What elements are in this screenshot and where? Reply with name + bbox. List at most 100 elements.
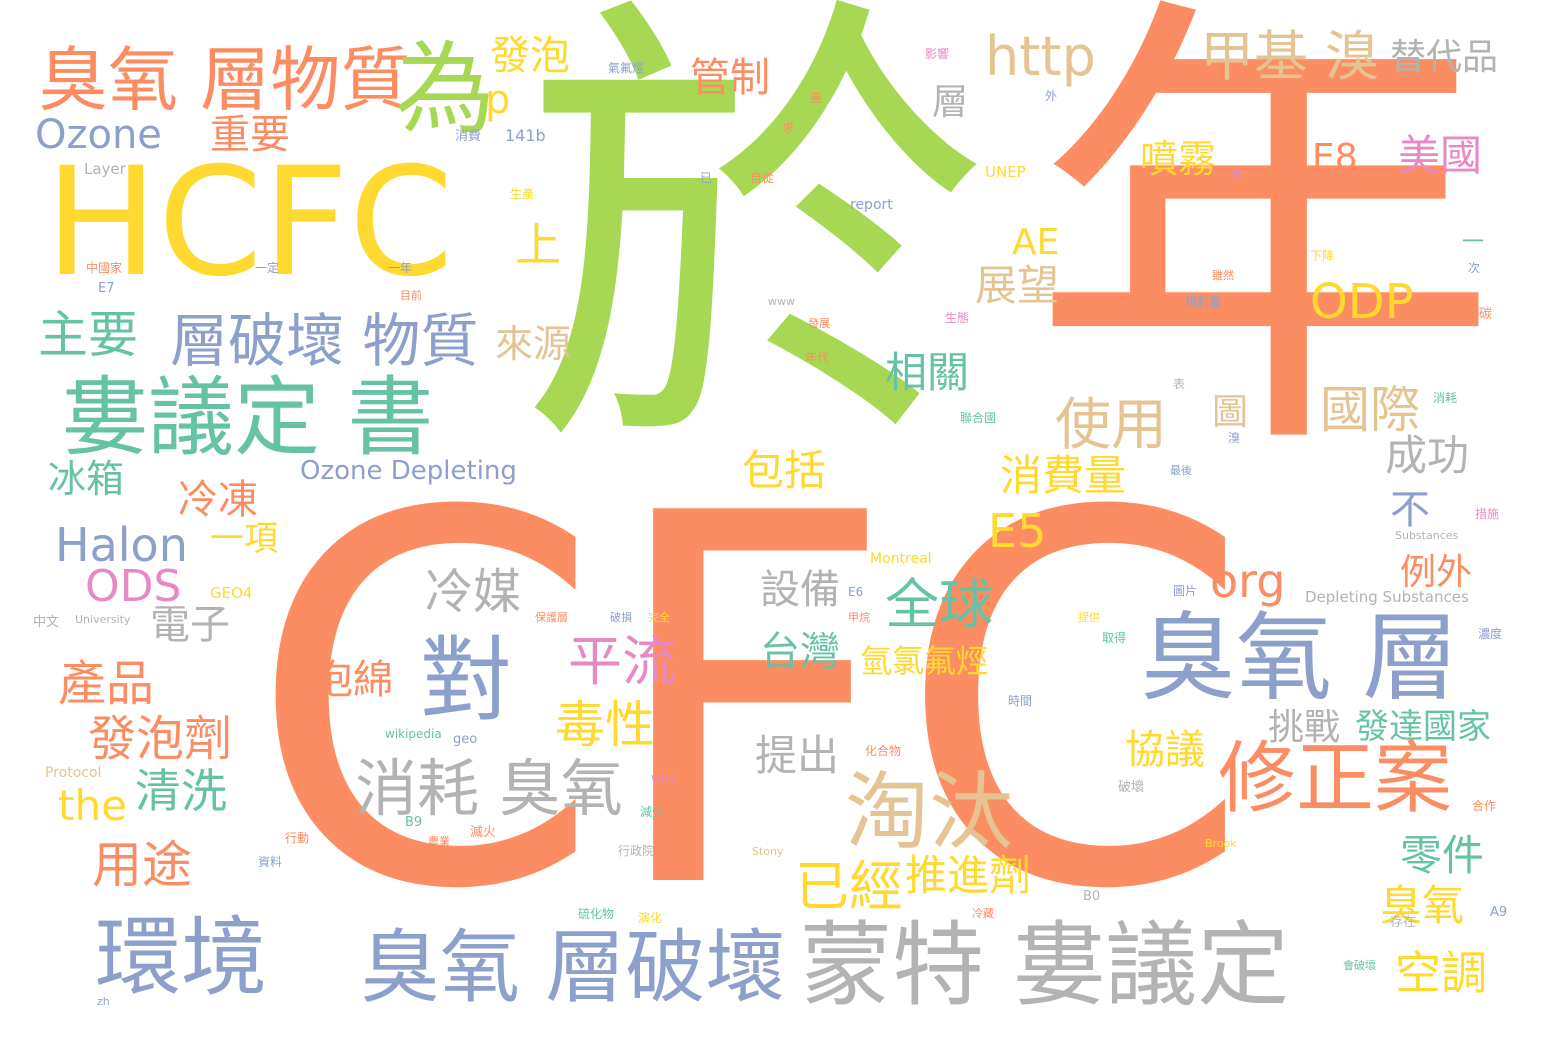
word-wai: 外 xyxy=(1045,89,1058,103)
word-xingzhengyuan: 行政院 xyxy=(618,844,655,858)
word-qifuting: 氣氟烴 xyxy=(608,61,645,75)
word-hcfc: HCFC xyxy=(45,136,454,310)
word-paomian: 泡綿 xyxy=(313,657,393,703)
word-silvhuatan: 四氯化碳 xyxy=(1440,307,1493,322)
word-substances: Substances xyxy=(1395,529,1459,542)
word-shang: 上 xyxy=(515,218,561,272)
word-org: org xyxy=(1210,554,1286,608)
word-nongdu: 濃度 xyxy=(1478,627,1503,641)
word-tichu: 提出 xyxy=(755,731,840,780)
word-cunzai: 存在 xyxy=(1390,915,1417,930)
word-ae: AE xyxy=(1012,222,1060,263)
word-zuihou: 最後 xyxy=(1170,464,1192,477)
word-cfc: CFC xyxy=(247,408,1253,1001)
word-protocol: Protocol xyxy=(45,765,102,781)
word-posun: 破損 xyxy=(610,611,632,624)
word-qi: 氣 xyxy=(1232,167,1245,181)
word-geo: geo xyxy=(453,732,478,747)
word-e5: E5 xyxy=(988,504,1047,558)
word-p: p xyxy=(485,77,511,123)
word-duxing: 毒性 xyxy=(555,696,655,754)
word-geo4: GEO4 xyxy=(210,584,253,602)
word-qude: 取得 xyxy=(1102,631,1127,645)
word-kongtiao: 空調 xyxy=(1395,946,1487,1000)
word-zhuyao: 主要 xyxy=(38,306,138,364)
word-qinglvfuting: 氫氯氟烴 xyxy=(860,642,989,680)
word-ziliao: 資料 xyxy=(258,855,283,869)
word-a9: A9 xyxy=(1490,905,1508,920)
word-fapao: 發泡 xyxy=(490,33,570,79)
word-xiuzhengan: 修正案 xyxy=(1218,734,1453,824)
word-huipohuai: 會破壞 xyxy=(1343,959,1376,972)
word-yongtu: 用途 xyxy=(92,836,192,894)
word-e8: E8 xyxy=(1312,137,1358,178)
word-lianheguo: 聯合國 xyxy=(960,411,997,425)
word-xiaohao: 消耗 xyxy=(1433,391,1458,405)
word-zhongguojia: 中國家 xyxy=(86,261,123,275)
word-yinian: 一年 xyxy=(388,261,413,275)
word-ods: ODS xyxy=(85,561,182,612)
word-ozone: Ozone xyxy=(35,112,162,158)
word-yi: 已 xyxy=(700,171,713,185)
word-zicong: 自從 xyxy=(750,171,775,185)
word-fazhan: 發展 xyxy=(808,317,830,330)
word-yu: 於 xyxy=(520,0,990,508)
word-qiu: 求 xyxy=(782,121,795,135)
word-cuoshi: 措施 xyxy=(1475,507,1500,521)
word-tiaozhan: 挑戰 xyxy=(1268,707,1341,748)
word-montreal: Montreal xyxy=(870,551,932,567)
word-guihuashu: 規劃署 xyxy=(1185,295,1222,309)
word-xingdong: 行動 xyxy=(285,831,310,845)
word-brook: Brook xyxy=(1205,837,1237,850)
word-meiguo: 美國 xyxy=(1398,131,1483,180)
word-unep: UNEP xyxy=(985,163,1026,181)
word-tupian: 圖片 xyxy=(1173,584,1198,598)
word-jiaji-xiu: 甲基 溴 xyxy=(1200,25,1380,88)
word-yijing: 已經 xyxy=(795,855,903,918)
word-suiran: 雖然 xyxy=(1212,269,1234,282)
word-xieyi: 協議 xyxy=(1125,727,1205,773)
word-shebei: 設備 xyxy=(760,567,840,613)
word-muqian: 目前 xyxy=(400,289,422,302)
word-hezuo: 合作 xyxy=(1472,799,1497,813)
word-pohuai: 破壞 xyxy=(1118,780,1145,795)
word-laiyuan: 來源 xyxy=(495,322,572,366)
word-wiki: wiki xyxy=(651,771,675,785)
word-ceng: 層 xyxy=(932,82,969,123)
word-xiu-small: 溴 xyxy=(1228,431,1241,445)
word-biao: 表 xyxy=(1173,377,1186,391)
word-lingjian: 零件 xyxy=(1400,831,1485,880)
word-b0: B0 xyxy=(1083,889,1101,904)
word-guanzhi: 管制 xyxy=(690,55,770,101)
word-mengtelouyiding: 蒙特 婁議定 xyxy=(800,912,1290,1019)
word-shengchan: 生產 xyxy=(510,187,535,201)
word-shijian: 時間 xyxy=(1008,694,1033,708)
word-taotai: 淘汰 xyxy=(845,763,1014,861)
word-xiangguan: 相關 xyxy=(885,348,970,397)
word-pingliu: 平流 xyxy=(568,630,676,693)
word-miehuo: 滅火 xyxy=(470,825,497,840)
word-zhanwang: 展望 xyxy=(975,261,1060,310)
word-zh: zh xyxy=(97,995,110,1008)
word-chenggong: 成功 xyxy=(1385,431,1470,480)
word-yingxiang: 影響 xyxy=(925,47,950,61)
word-jiawan: 甲烷 xyxy=(848,611,870,624)
word-e7: E7 xyxy=(98,281,115,296)
word-bu: 不 xyxy=(1390,487,1430,533)
word-depleting-substances: Depleting Substances xyxy=(1305,588,1469,606)
word-xiaohaochouyang: 消耗 臭氧 xyxy=(355,752,623,825)
word-penwu: 噴霧 xyxy=(1140,137,1217,181)
word-bingxiang: 冰箱 xyxy=(48,457,125,501)
word-zhongwen: 中文 xyxy=(33,615,60,630)
word-fadaguojia: 發達國家 xyxy=(1355,707,1491,747)
word-jianshao: 減少 xyxy=(640,805,665,819)
word-odp: ODP xyxy=(1310,274,1414,330)
word-niandai: 年代 xyxy=(805,351,830,365)
word-layer: Layer xyxy=(84,160,126,178)
word-www: www xyxy=(768,295,795,308)
word-http: http xyxy=(985,25,1096,88)
word-lengcang: 冷藏 xyxy=(972,907,994,920)
word-dui: 對 xyxy=(420,627,513,734)
word-ozone-depleting: Ozone Depleting xyxy=(300,456,517,486)
